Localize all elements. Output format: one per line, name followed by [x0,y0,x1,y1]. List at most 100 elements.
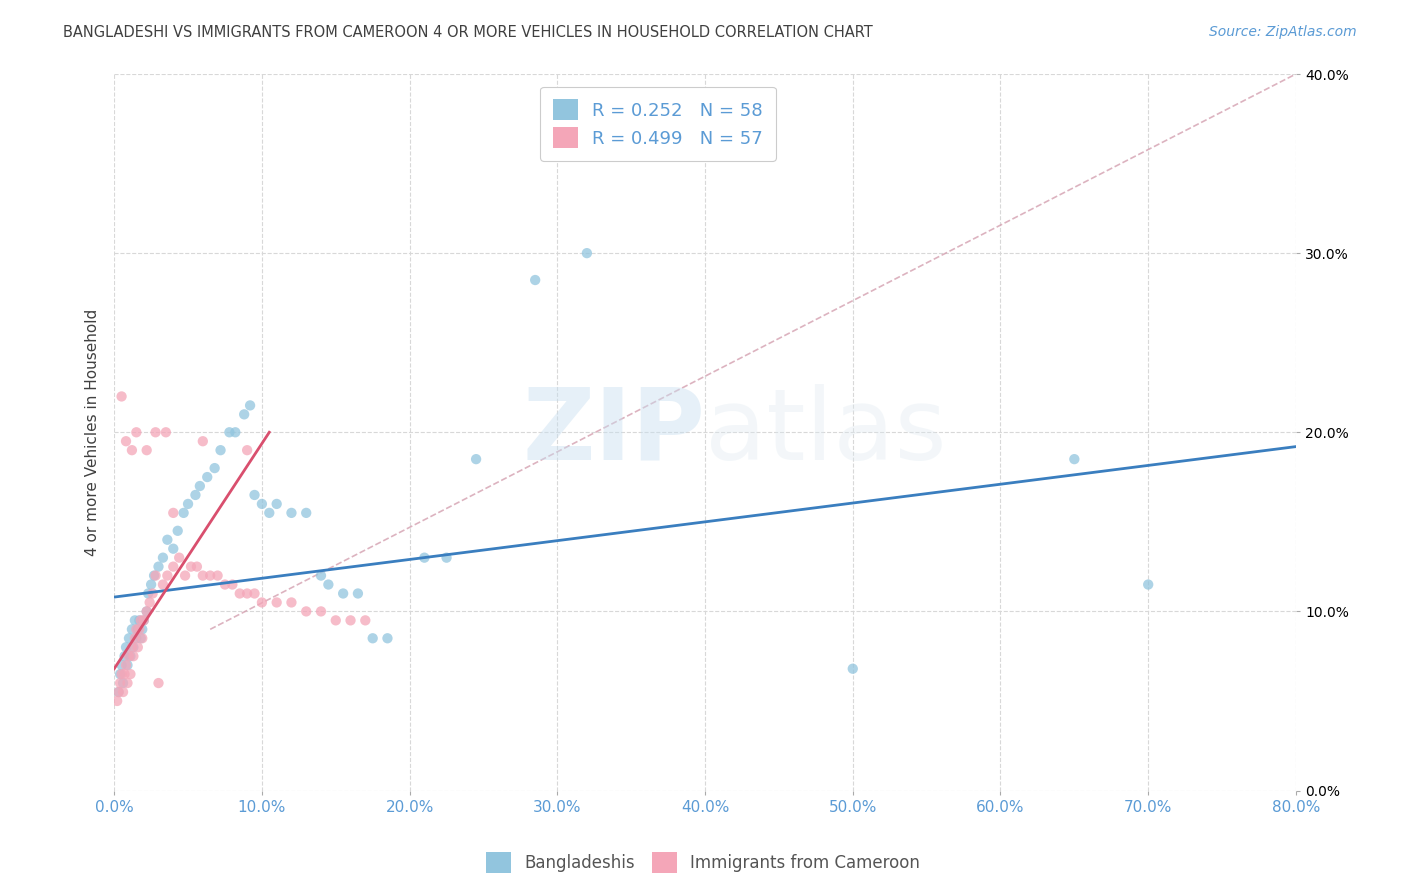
Point [115,640,138,655]
Point [124,632,146,646]
Point [110,658,132,673]
Point [204,461,226,475]
Point [145,568,167,582]
Point [524,273,547,287]
Point [218,425,240,440]
Point [174,568,197,582]
Point [250,595,273,609]
Point [266,497,288,511]
Point [108,667,131,681]
Point [131,623,153,637]
Text: BANGLADESHI VS IMMIGRANTS FROM CAMEROON 4 OR MORE VEHICLES IN HOUSEHOLD CORRELAT: BANGLADESHI VS IMMIGRANTS FROM CAMEROON … [63,25,873,40]
Point [173,506,195,520]
Point [207,568,229,582]
Point [162,541,184,556]
Point [180,559,202,574]
Point [259,506,281,520]
Point [236,443,259,458]
Point [120,667,142,681]
Point [167,550,190,565]
Point [280,595,302,609]
Point [142,586,165,600]
Point [117,676,139,690]
Point [200,568,222,582]
Point [135,604,157,618]
Point [166,524,188,538]
Point [135,604,157,618]
Point [127,640,149,655]
Point [148,559,170,574]
Point [118,632,141,646]
Point [186,559,208,574]
Point [465,452,488,467]
Point [361,632,384,646]
Point [332,586,354,600]
Point [347,586,370,600]
Point [105,694,128,708]
Point [195,470,218,484]
Point [184,488,207,502]
Point [114,649,136,664]
Point [162,506,184,520]
Point [124,613,146,627]
Point [177,497,200,511]
Point [209,443,232,458]
Point [239,398,262,412]
Point [842,662,865,676]
Point [436,550,458,565]
Point [309,604,332,618]
Point [250,497,273,511]
Point [117,658,139,673]
Point [229,586,252,600]
Point [128,623,150,637]
Point [152,550,174,565]
Point [129,613,152,627]
Point [128,613,150,627]
Legend: Bangladeshis, Immigrants from Cameroon: Bangladeshis, Immigrants from Cameroon [479,846,927,880]
Point [309,568,332,582]
Point [114,667,136,681]
Point [122,640,145,655]
Point [115,658,138,673]
Point [233,408,256,422]
Point [112,676,135,690]
Point [145,425,167,440]
Point [236,586,259,600]
Point [132,613,155,627]
Point [107,685,129,699]
Point [110,389,132,403]
Point [318,577,340,591]
Point [188,479,211,493]
Point [339,613,361,627]
Point [121,623,143,637]
Point [575,246,598,260]
Point [125,425,148,440]
Point [156,533,179,547]
Point [122,649,145,664]
Point [280,506,302,520]
Point [135,443,157,458]
Point [143,568,166,582]
Point [214,577,236,591]
Point [136,586,159,600]
Text: atlas: atlas [704,384,946,481]
Point [377,632,399,646]
Text: Source: ZipAtlas.com: Source: ZipAtlas.com [1209,25,1357,39]
Point [121,443,143,458]
Point [266,595,288,609]
Y-axis label: 4 or more Vehicles in Household: 4 or more Vehicles in Household [86,309,100,556]
Point [155,425,177,440]
Point [162,559,184,574]
Text: ZIP: ZIP [522,384,704,481]
Point [107,685,129,699]
Point [127,623,149,637]
Point [108,676,131,690]
Legend: R = 0.252   N = 58, R = 0.499   N = 57: R = 0.252 N = 58, R = 0.499 N = 57 [540,87,776,161]
Point [129,632,152,646]
Point [131,632,153,646]
Point [354,613,377,627]
Point [224,425,246,440]
Point [191,568,214,582]
Point [156,568,179,582]
Point [243,488,266,502]
